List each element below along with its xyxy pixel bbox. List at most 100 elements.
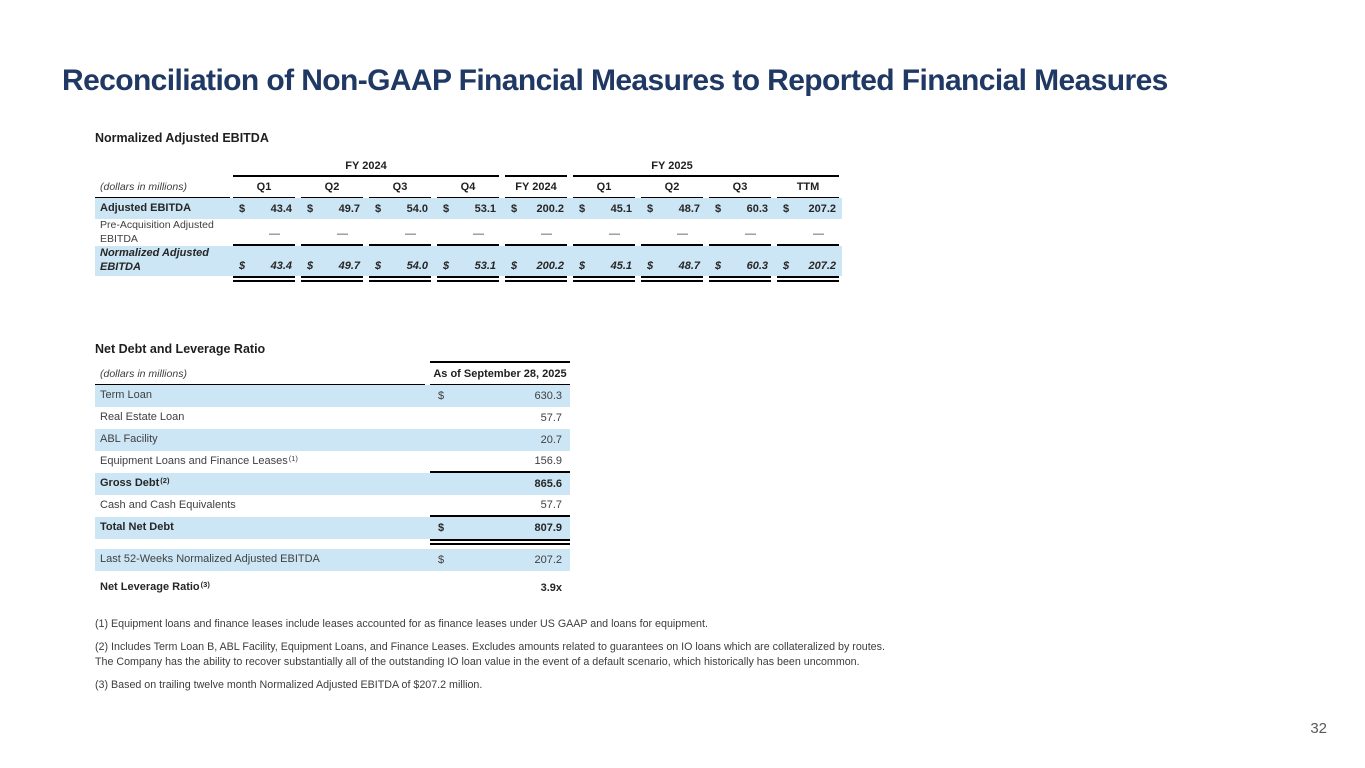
column-header: Q1: [233, 177, 295, 198]
currency-symbol: $: [443, 260, 450, 272]
value-cell: —: [301, 219, 363, 246]
table-row: Last 52-Weeks Normalized Adjusted EBITDA…: [95, 549, 570, 571]
currency-symbol: $: [438, 554, 445, 566]
value: 45.1: [610, 260, 632, 272]
value: —: [813, 228, 824, 240]
spacer-cell: [95, 157, 230, 177]
double-underline: [301, 276, 363, 282]
currency-symbol: $: [443, 202, 450, 215]
footnote-marker: (1): [288, 454, 298, 464]
value-cell: 865.6: [430, 473, 570, 495]
value: —: [473, 228, 484, 240]
value-cell: $45.1: [570, 198, 638, 219]
value: 60.3: [746, 202, 768, 215]
value: 53.1: [474, 202, 496, 215]
currency-symbol: $: [375, 260, 382, 272]
spacer-cell: [95, 276, 230, 282]
currency-symbol: $: [579, 202, 586, 215]
value: 57.7: [540, 412, 562, 424]
value-cell: $807.9: [430, 517, 570, 539]
value-cell: $48.7: [638, 246, 706, 276]
page-title: Reconciliation of Non-GAAP Financial Mea…: [62, 64, 1168, 97]
value: 48.7: [678, 260, 700, 272]
column-header: Q3: [709, 177, 771, 198]
table-row: Adjusted EBITDA $43.4 $49.7 $54.0 $53.1 $200.…: [95, 198, 842, 219]
value-cell: $54.0: [366, 246, 434, 276]
value: 630.3: [534, 390, 562, 402]
value: 53.1: [474, 260, 496, 272]
table-row: ABL Facility 20.7: [95, 429, 570, 451]
row-label: Real Estate Loan: [95, 407, 430, 429]
column-header: Q2: [641, 177, 703, 198]
table-row: Gross Debt (2) 865.6: [95, 473, 570, 495]
value-cell: —: [573, 219, 635, 246]
value-cell: —: [641, 219, 703, 246]
value-cell: —: [777, 219, 839, 246]
row-label: Last 52-Weeks Normalized Adjusted EBITDA: [95, 549, 430, 571]
value-cell: $53.1: [434, 246, 502, 276]
table-header-row: (dollars in millions) Q1 Q2 Q3 Q4 FY 2024 Q1 Q2…: [95, 177, 842, 198]
table-row: Term Loan $630.3: [95, 385, 570, 407]
value-cell: 20.7: [430, 429, 570, 451]
currency-symbol: $: [239, 260, 246, 272]
footnote-3: (3) Based on trailing twelve month Norma…: [95, 678, 483, 691]
value: 156.9: [534, 455, 562, 467]
double-underline: [573, 276, 635, 282]
value-cell: $207.2: [774, 198, 842, 219]
value-cell: $207.2: [774, 246, 842, 276]
debt-section-heading: Net Debt and Leverage Ratio: [95, 342, 266, 356]
currency-symbol: $: [375, 202, 382, 215]
value: —: [677, 228, 688, 240]
value: 200.2: [536, 202, 564, 215]
column-header: Q4: [437, 177, 499, 198]
double-underline: [505, 276, 567, 282]
double-underline: [777, 276, 839, 282]
value: 54.0: [406, 260, 428, 272]
currency-symbol: $: [783, 202, 790, 215]
currency-symbol: $: [511, 260, 518, 272]
value-cell: 156.9: [430, 451, 570, 473]
double-underline-row: [95, 539, 570, 545]
value: 20.7: [540, 434, 562, 446]
group-header: [505, 157, 567, 177]
row-label: ABL Facility: [95, 429, 430, 451]
value: 207.2: [808, 260, 836, 272]
column-header: Q2: [301, 177, 363, 198]
units-label: (dollars in millions): [95, 177, 230, 198]
value: 57.7: [540, 499, 562, 511]
double-underline: [641, 276, 703, 282]
row-label: Pre-Acquisition Adjusted EBITDA: [100, 219, 214, 245]
value-cell: —: [709, 219, 771, 246]
value: —: [337, 228, 348, 240]
value-cell: —: [505, 219, 567, 246]
row-label-text: Cash and Cash Equivalents: [100, 499, 236, 512]
value: 60.3: [746, 260, 768, 272]
value-cell: $48.7: [638, 198, 706, 219]
row-label: Adjusted EBITDA: [100, 201, 192, 214]
double-underline: [437, 276, 499, 282]
footnotes: (1) Equipment loans and finance leases i…: [95, 617, 895, 700]
footnote-marker: (3): [200, 580, 210, 590]
group-header: FY 2024: [233, 157, 499, 177]
value: —: [269, 228, 280, 240]
row-label: Gross Debt (2): [95, 473, 430, 495]
table-row: Pre-Acquisition Adjusted EBITDA — — — — — — — — —: [95, 219, 842, 246]
value: —: [609, 228, 620, 240]
debt-table: (dollars in millions) As of September 28,…: [95, 361, 570, 599]
row-label: Net Leverage Ratio (3): [95, 577, 430, 599]
row-label-text: Total Net Debt: [100, 521, 174, 534]
column-header: Q1: [573, 177, 635, 198]
value: 49.7: [338, 260, 360, 272]
row-label-text: ABL Facility: [100, 433, 158, 446]
double-underline: [369, 276, 431, 282]
value-cell: —: [369, 219, 431, 246]
row-label-text: Gross Debt: [100, 477, 160, 490]
value-cell: $53.1: [434, 198, 502, 219]
value: 200.2: [536, 260, 564, 272]
row-label-text: Net Leverage Ratio: [100, 581, 200, 594]
currency-symbol: $: [579, 260, 586, 272]
value-cell: —: [233, 219, 295, 246]
row-label-text: Term Loan: [100, 389, 152, 402]
value-cell: $49.7: [298, 246, 366, 276]
double-underline: [233, 276, 295, 282]
